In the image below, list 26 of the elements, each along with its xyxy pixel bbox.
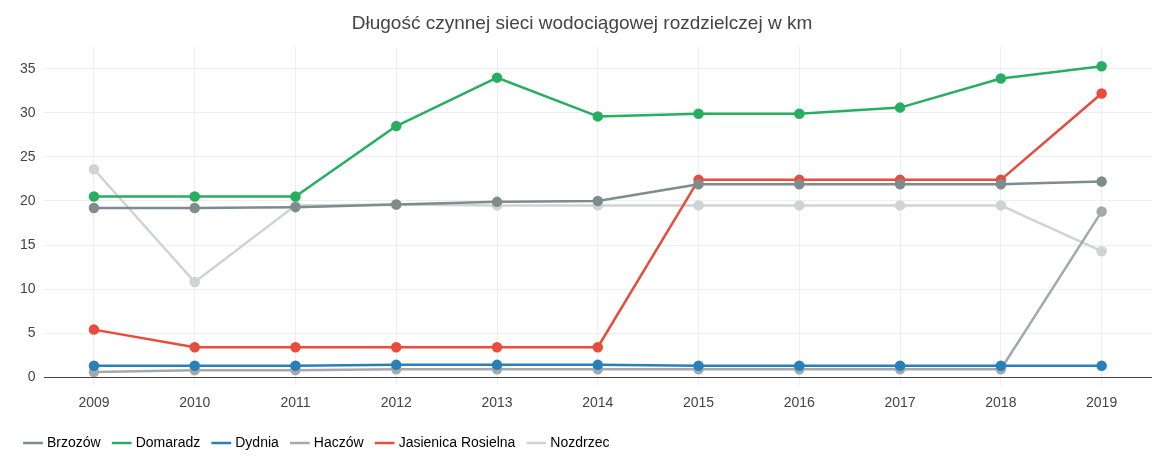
- x-tick-label: 2015: [682, 394, 715, 411]
- x-tick-label: 2009: [78, 394, 110, 411]
- legend-label: Domaradz: [135, 433, 201, 450]
- x-tick-label: 2016: [783, 394, 816, 411]
- x-tick-label: 2014: [582, 394, 614, 411]
- y-tick-label: 0: [27, 368, 36, 385]
- legend-label: Jasienica Rosielna: [398, 433, 516, 450]
- y-tick-label: 15: [19, 235, 36, 252]
- legend-label: Brzozów: [47, 433, 102, 450]
- x-tick-label: 2010: [179, 394, 211, 411]
- x-tick-label: 2011: [280, 394, 311, 411]
- y-tick-label: 10: [19, 279, 36, 296]
- y-tick-label: 35: [19, 59, 36, 76]
- y-tick-label: 30: [19, 103, 36, 120]
- x-tick-label: 2012: [380, 394, 413, 411]
- x-tick-label: 2017: [884, 394, 916, 411]
- x-tick-label: 2018: [985, 394, 1017, 411]
- legend-label: Nozdrzec: [550, 433, 610, 450]
- x-tick-label: 2013: [481, 394, 513, 411]
- y-tick-label: 25: [19, 147, 36, 164]
- y-tick-label: 20: [19, 191, 36, 208]
- y-tick-label: 5: [27, 324, 36, 341]
- legend-label: Haczów: [313, 433, 365, 450]
- legend-label: Dydnia: [235, 433, 280, 450]
- x-tick-label: 2019: [1086, 394, 1118, 411]
- chart-title: Długość czynnej sieci wodociągowej rozdzielczej w km: [351, 11, 813, 33]
